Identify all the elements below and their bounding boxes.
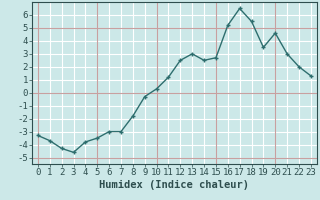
X-axis label: Humidex (Indice chaleur): Humidex (Indice chaleur): [100, 180, 249, 190]
